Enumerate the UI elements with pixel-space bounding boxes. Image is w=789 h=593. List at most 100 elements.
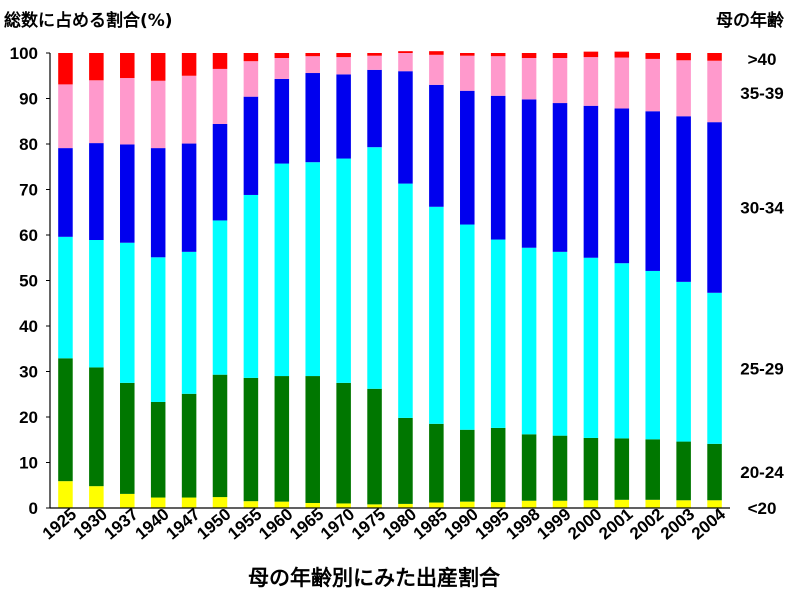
bar-segment-1960-5 [274,53,290,59]
bar-segment-1965-4 [305,56,320,74]
bar-segment-1925-5 [58,53,73,85]
bar-segment-1990-5 [460,53,475,56]
bar-segment-1970-0 [336,503,351,508]
bar-segment-1955-0 [243,501,259,508]
bar-segment-1999-5 [552,53,568,59]
bar-stack-2004 [707,53,722,508]
x-tick-label: 1937 [101,505,142,544]
bar-segment-2004-0 [707,500,722,508]
x-axis-ticks: 1925193019371940194719501955196019651970… [39,504,730,543]
bar-segment-1925-3 [58,148,73,237]
bar-segment-2002-2 [645,270,660,440]
bar-stack-2000 [583,51,599,508]
x-tick-label: 1940 [132,505,173,544]
bar-segment-2002-0 [645,499,660,508]
bar-stack-2003 [676,53,691,508]
bar-stack-1975 [367,53,382,508]
legend-label: 30-34 [740,198,784,217]
x-tick-label: 1985 [410,505,451,544]
bar-segment-1975-1 [367,388,382,505]
bar-segment-2002-5 [645,53,660,59]
x-tick-label: 1955 [224,505,265,544]
bar-segment-1947-4 [181,75,197,144]
bar-segment-1965-2 [305,162,320,377]
axes [49,53,730,509]
y-tick-label: 90 [19,90,38,109]
bar-segment-1930-0 [89,486,104,508]
bar-segment-1970-5 [336,53,351,58]
bar-segment-1985-5 [429,51,444,55]
bar-segment-1955-1 [243,377,259,502]
bar-segment-2001-0 [614,499,630,508]
bar-segment-1985-0 [429,502,444,508]
bar-segment-1965-0 [305,502,320,508]
bar-segment-1947-5 [181,53,197,76]
bar-segment-1980-4 [398,53,413,72]
bar-stack-1947 [181,53,197,508]
bar-segment-1940-4 [150,80,166,149]
x-tick-label: 2004 [688,504,730,543]
bar-segment-1925-0 [58,481,73,508]
y-tick-label: 40 [19,317,38,336]
bar-segment-1960-1 [274,376,290,502]
y-tick-label: 0 [29,499,38,518]
x-tick-label: 1925 [39,505,80,544]
bar-segment-1999-1 [552,435,568,501]
x-tick-label: 1999 [533,505,574,544]
bar-segment-1990-4 [460,55,475,91]
x-tick-label: 1980 [379,505,420,544]
bar-segment-2002-3 [645,111,660,271]
x-tick-label: 2001 [595,505,636,544]
bar-segment-1970-1 [336,382,351,504]
bar-segment-2000-3 [583,105,599,258]
bar-segment-1980-2 [398,183,413,418]
y-tick-label: 20 [19,408,38,427]
bar-segment-1937-0 [120,493,135,508]
x-tick-label: 2002 [626,505,667,544]
bar-segment-1965-5 [305,53,320,57]
bar-segment-1970-2 [336,158,351,383]
bar-segment-2004-4 [707,60,722,123]
bar-segment-1937-2 [120,242,135,383]
bar-segment-1990-1 [460,429,475,502]
bar-stack-1955 [243,53,259,508]
bar-segment-1970-4 [336,57,351,75]
x-tick-label: 1947 [162,505,203,544]
bar-stack-1998 [521,53,537,508]
bar-segment-1975-3 [367,69,382,148]
bar-segment-2004-3 [707,122,722,293]
bar-segment-1937-4 [120,78,135,145]
bar-stack-1980 [398,51,413,508]
x-tick-label: 1930 [70,505,111,544]
y-tick-label: 60 [19,226,38,245]
legend-label: >40 [748,50,777,69]
x-tick-label: 2003 [657,505,698,544]
bar-segment-1998-0 [521,500,537,508]
legend-label: 35-39 [740,84,783,103]
bar-segment-2001-5 [614,51,630,58]
y-tick-label: 80 [19,135,38,154]
x-axis-label: 母の年齢別にみた出産割合 [248,566,501,590]
bar-segment-1995-5 [490,53,506,57]
legend-label: <20 [748,499,777,518]
bar-segment-2000-1 [583,437,599,501]
bar-stack-1990 [460,53,475,508]
bar-segment-1955-4 [243,61,259,97]
x-tick-label: 1970 [317,505,358,544]
bars-group [58,51,722,508]
bar-segment-2002-4 [645,58,660,112]
bar-segment-1995-3 [490,95,506,240]
x-tick-label: 1995 [472,505,513,544]
bar-segment-1999-4 [552,58,568,104]
bar-segment-2003-0 [676,500,691,508]
x-tick-label: 1990 [441,505,482,544]
bar-segment-1930-2 [89,240,104,368]
bar-segment-1999-2 [552,251,568,436]
bar-segment-1930-3 [89,143,104,241]
bar-segment-1940-3 [150,148,166,258]
bar-segment-1975-4 [367,55,382,70]
bar-stack-1940 [150,53,166,508]
bar-segment-1975-2 [367,147,382,389]
y-tick-label: 70 [19,181,38,200]
bar-segment-1975-5 [367,53,382,56]
